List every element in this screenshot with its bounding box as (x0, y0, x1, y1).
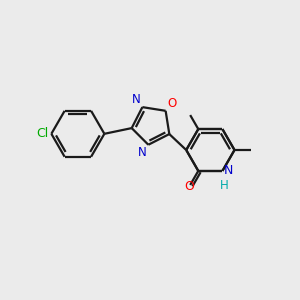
Text: O: O (168, 97, 177, 110)
Text: Cl: Cl (36, 127, 48, 140)
Text: N: N (224, 164, 233, 177)
Text: N: N (132, 93, 140, 106)
Text: H: H (220, 179, 228, 192)
Text: N: N (137, 146, 146, 159)
Text: O: O (184, 181, 194, 194)
